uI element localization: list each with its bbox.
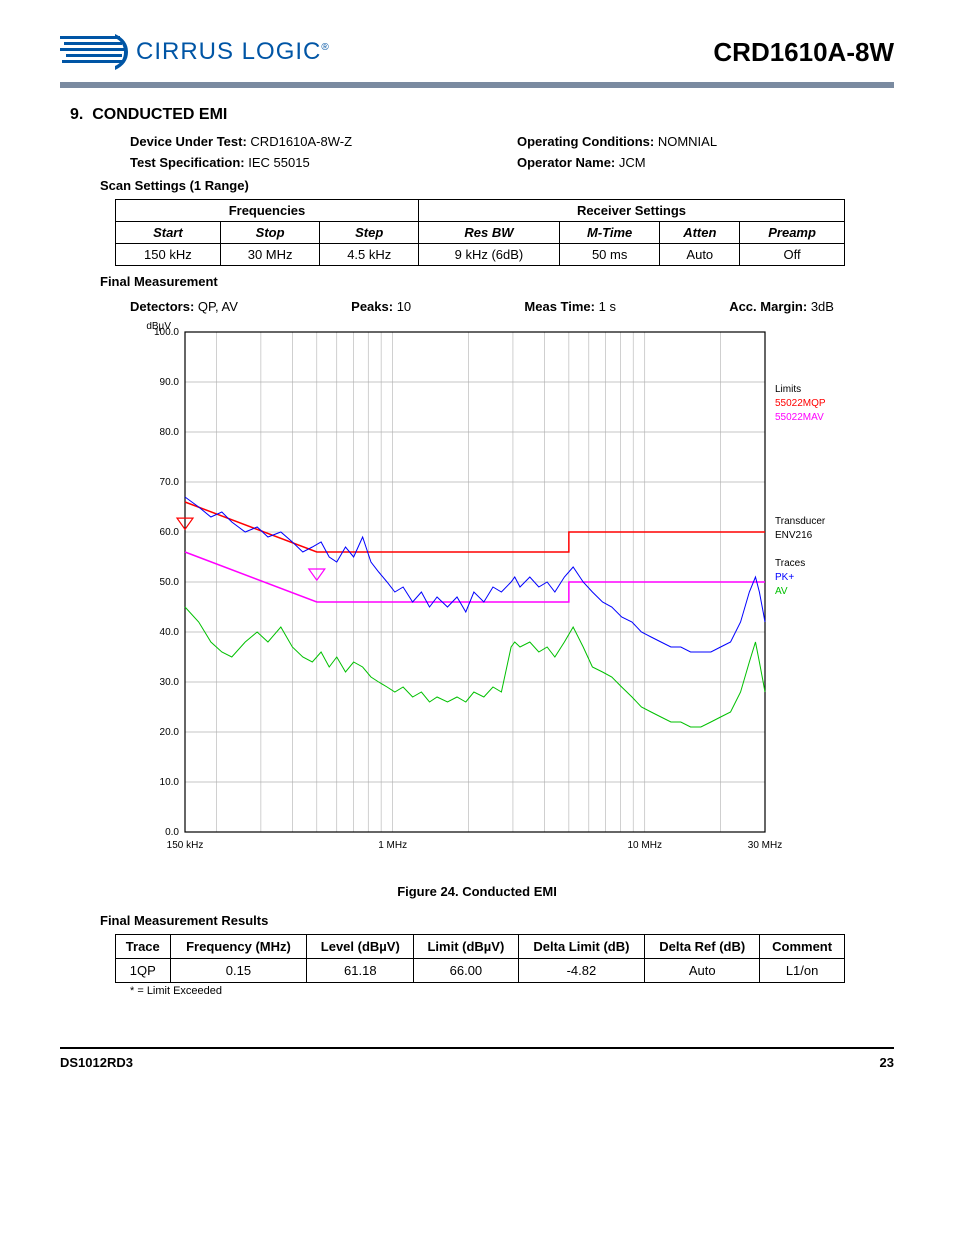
svg-text:PK+: PK+ — [775, 572, 794, 583]
svg-text:Traces: Traces — [775, 558, 805, 569]
svg-text:80.0: 80.0 — [160, 427, 180, 438]
scan-settings-table: Frequencies Receiver Settings Start Stop… — [115, 199, 845, 266]
svg-text:10.0: 10.0 — [160, 777, 180, 788]
section-heading: 9. CONDUCTED EMI — [70, 106, 894, 124]
svg-text:30.0: 30.0 — [160, 677, 180, 688]
header-divider — [60, 82, 894, 88]
svg-text:100.0: 100.0 — [154, 327, 179, 338]
svg-text:ENV216: ENV216 — [775, 530, 813, 541]
freq-group-header: Frequencies — [116, 200, 419, 222]
page-footer: DS1012RD3 23 — [60, 1047, 894, 1070]
emi-chart: dBµV0.010.020.030.040.050.060.070.080.09… — [115, 322, 845, 870]
results-table: Trace Frequency (MHz) Level (dBµV) Limit… — [115, 934, 845, 983]
meta-dut: Device Under Test: CRD1610A-8W-Z — [130, 134, 507, 149]
logo-mark-icon — [60, 30, 130, 74]
acc-margin: Acc. Margin: 3dB — [729, 299, 834, 314]
svg-text:70.0: 70.0 — [160, 477, 180, 488]
detectors: Detectors: QP, AV — [130, 299, 238, 314]
figure-caption: Figure 24. Conducted EMI — [60, 884, 894, 899]
svg-text:90.0: 90.0 — [160, 377, 180, 388]
svg-text:10 MHz: 10 MHz — [628, 840, 662, 851]
results-heading: Final Measurement Results — [100, 913, 894, 928]
page-header: CIRRUS LOGIC® CRD1610A-8W — [60, 30, 894, 74]
svg-text:30 MHz: 30 MHz — [748, 840, 782, 851]
table-row: 150 kHz 30 MHz 4.5 kHz 9 kHz (6dB) 50 ms… — [116, 244, 845, 266]
peaks: Peaks: 10 — [351, 299, 411, 314]
svg-text:20.0: 20.0 — [160, 727, 180, 738]
svg-text:150 kHz: 150 kHz — [167, 840, 204, 851]
scan-settings-heading: Scan Settings (1 Range) — [100, 178, 894, 193]
svg-text:Limits: Limits — [775, 384, 801, 395]
company-logo: CIRRUS LOGIC® — [60, 30, 330, 74]
table-row: 1QP 0.15 61.18 66.00 -4.82 Auto L1/on — [116, 959, 845, 983]
svg-text:40.0: 40.0 — [160, 627, 180, 638]
footer-page-number: 23 — [880, 1055, 894, 1070]
results-footnote: * = Limit Exceeded — [130, 985, 894, 997]
svg-text:Transducer: Transducer — [775, 516, 826, 527]
svg-text:55022MQP: 55022MQP — [775, 398, 826, 409]
svg-text:50.0: 50.0 — [160, 577, 180, 588]
meas-time: Meas Time: 1 s — [524, 299, 616, 314]
svg-text:0.0: 0.0 — [165, 827, 179, 838]
svg-text:1 MHz: 1 MHz — [378, 840, 407, 851]
svg-text:60.0: 60.0 — [160, 527, 180, 538]
test-metadata: Device Under Test: CRD1610A-8W-Z Operati… — [130, 134, 894, 170]
footer-doc-id: DS1012RD3 — [60, 1055, 133, 1070]
document-title: CRD1610A-8W — [713, 37, 894, 68]
svg-text:AV: AV — [775, 586, 788, 597]
final-meas-heading: Final Measurement — [100, 274, 894, 289]
final-meas-params: Detectors: QP, AV Peaks: 10 Meas Time: 1… — [130, 299, 834, 314]
meta-operator: Operator Name: JCM — [517, 155, 894, 170]
meta-conditions: Operating Conditions: NOMNIAL — [517, 134, 894, 149]
recv-group-header: Receiver Settings — [418, 200, 844, 222]
company-name: CIRRUS LOGIC® — [136, 38, 330, 66]
meta-spec: Test Specification: IEC 55015 — [130, 155, 507, 170]
svg-text:55022MAV: 55022MAV — [775, 412, 824, 423]
